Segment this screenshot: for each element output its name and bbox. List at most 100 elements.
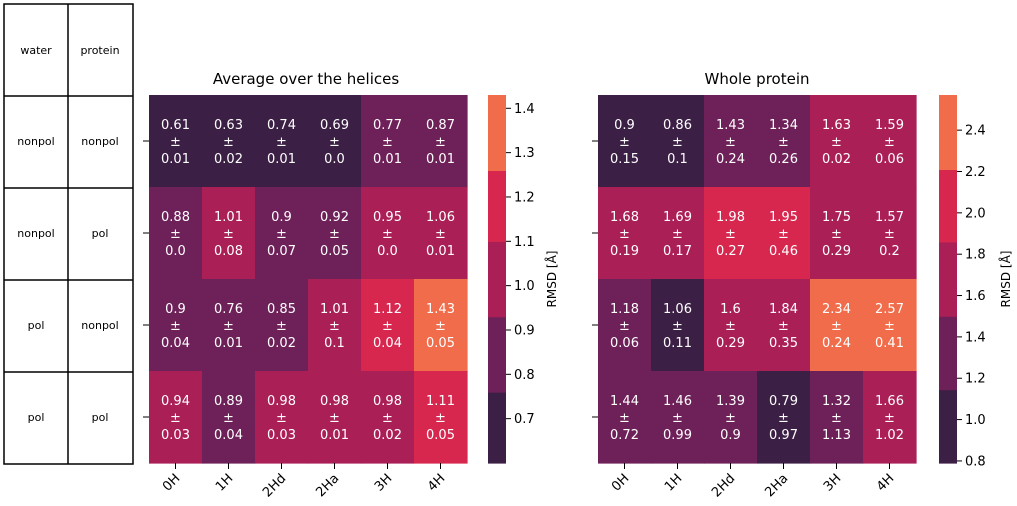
cell-mean-label: 0.9 (165, 302, 186, 317)
heatmap-cell (414, 95, 468, 188)
side-row-protein: nonpol (81, 135, 118, 148)
heatmap-cell (810, 371, 864, 464)
cell-error-label: 0.15 (610, 152, 639, 167)
cell-error-label: 0.1 (667, 152, 688, 167)
colorbar-tick-label: 0.8 (965, 454, 986, 469)
cell-mean-label: 0.69 (320, 118, 349, 133)
cell-error-label: 0.01 (161, 152, 190, 167)
heatmap-cell (757, 95, 811, 188)
cell-mean-label: 0.63 (214, 118, 243, 133)
colorbar-segment (488, 95, 506, 171)
cell-mean-label: 1.75 (822, 210, 851, 225)
cell-error-label: 0.41 (875, 336, 904, 351)
x-tick-label: 1H (213, 471, 236, 494)
cell-mean-label: 1.59 (875, 118, 904, 133)
cell-mean-label: 1.43 (426, 302, 455, 317)
colorbar-label: RMSD [Å] (544, 251, 559, 308)
x-tick-label: 4H (425, 471, 448, 494)
cell-error-label: 0.24 (716, 152, 745, 167)
cell-mean-label: 1.6 (720, 302, 741, 317)
cell-error-label: 0.0 (165, 244, 186, 259)
chart-title: Average over the helices (213, 70, 400, 88)
cell-pm-label: ± (223, 227, 234, 242)
cell-mean-label: 1.46 (663, 394, 692, 409)
heatmap-cell (704, 279, 758, 372)
cell-pm-label: ± (884, 319, 895, 334)
cell-pm-label: ± (382, 411, 393, 426)
x-tick-label: 2Hd (709, 471, 738, 500)
cell-mean-label: 0.98 (373, 394, 402, 409)
cell-pm-label: ± (170, 319, 181, 334)
cell-pm-label: ± (435, 135, 446, 150)
cell-pm-label: ± (276, 411, 287, 426)
cell-error-label: 0.04 (161, 336, 190, 351)
cell-pm-label: ± (170, 135, 181, 150)
cell-mean-label: 1.18 (610, 302, 639, 317)
cell-mean-label: 1.68 (610, 210, 639, 225)
heatmap-cell (202, 95, 256, 188)
side-header-water: water (20, 44, 52, 57)
cell-error-label: 0.04 (214, 428, 243, 443)
cell-error-label: 0.01 (267, 152, 296, 167)
side-header-protein: protein (80, 44, 119, 57)
heatmap-cell (255, 371, 309, 464)
side-row-water: pol (28, 319, 45, 332)
cell-error-label: 0.19 (610, 244, 639, 259)
heatmap-cell (308, 95, 362, 188)
cell-pm-label: ± (831, 135, 842, 150)
colorbar-segment (488, 316, 506, 393)
cell-mean-label: 0.98 (267, 394, 296, 409)
heatmap-cell (361, 187, 415, 280)
colorbar-segment (939, 169, 957, 243)
cell-mean-label: 1.01 (320, 302, 349, 317)
side-row-water: pol (28, 411, 45, 424)
cell-mean-label: 1.12 (373, 302, 402, 317)
cell-error-label: 0.01 (214, 336, 243, 351)
cell-error-label: 0.2 (879, 244, 900, 259)
colorbar-segment (488, 392, 506, 464)
cell-pm-label: ± (619, 135, 630, 150)
cell-error-label: 0.04 (373, 336, 402, 351)
cell-mean-label: 1.06 (426, 210, 455, 225)
cell-pm-label: ± (329, 411, 340, 426)
cell-mean-label: 0.85 (267, 302, 296, 317)
cell-pm-label: ± (778, 319, 789, 334)
x-tick-label: 3H (372, 471, 395, 494)
cell-error-label: 0.05 (426, 428, 455, 443)
cell-error-label: 0.26 (769, 152, 798, 167)
cell-error-label: 0.29 (822, 244, 851, 259)
x-tick-label: 1H (662, 471, 685, 494)
cell-error-label: 0.05 (320, 244, 349, 259)
cell-mean-label: 0.61 (161, 118, 190, 133)
cell-error-label: 0.02 (822, 152, 851, 167)
heatmap-cell (863, 187, 917, 280)
cell-error-label: 0.11 (663, 336, 692, 351)
cell-mean-label: 1.63 (822, 118, 851, 133)
colorbar-segment (939, 95, 957, 171)
cell-pm-label: ± (619, 319, 630, 334)
cell-pm-label: ± (382, 319, 393, 334)
cell-mean-label: 0.94 (161, 394, 190, 409)
colorbar-tick-label: 1.1 (514, 235, 535, 250)
colorbar-label: RMSD [Å] (998, 251, 1013, 308)
cell-mean-label: 0.77 (373, 118, 402, 133)
cell-pm-label: ± (276, 319, 287, 334)
colorbar-tick-label: 2.0 (965, 206, 986, 221)
heatmap-cell (651, 187, 705, 280)
x-tick-label: 0H (160, 471, 183, 494)
heatmap-cell (704, 371, 758, 464)
cell-pm-label: ± (329, 135, 340, 150)
cell-mean-label: 1.11 (426, 394, 455, 409)
heatmap-cell (255, 187, 309, 280)
cell-mean-label: 2.57 (875, 302, 904, 317)
cell-pm-label: ± (619, 227, 630, 242)
cell-pm-label: ± (884, 227, 895, 242)
heatmap-whole-protein: Whole protein 0.9 ±0.15 0.86 ±0.1 1.43 ±0.24 1.… (592, 70, 1013, 500)
heatmap-cell (704, 95, 758, 188)
cell-pm-label: ± (725, 319, 736, 334)
cell-error-label: 0.97 (769, 428, 798, 443)
colorbar-tick-label: 1.4 (965, 330, 986, 345)
heatmap-cell (757, 187, 811, 280)
heatmap-cell (863, 279, 917, 372)
heatmap-cell (149, 279, 203, 372)
